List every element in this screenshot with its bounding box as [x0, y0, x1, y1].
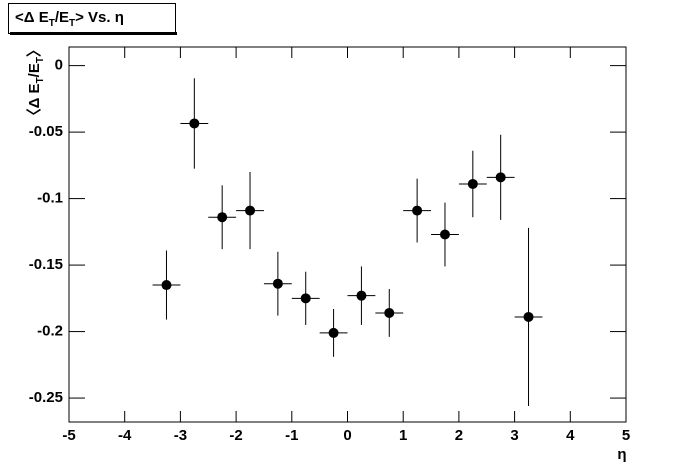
subscript: T: [69, 18, 75, 29]
data-point: [439, 229, 450, 240]
text-part: > Vs. η: [75, 9, 124, 26]
x-tick-label: -1: [285, 427, 298, 444]
y-tick-label: -0.25: [29, 389, 63, 406]
title-shadow: [10, 32, 177, 35]
data-point: [245, 205, 256, 216]
data-point: [384, 307, 395, 318]
text-part: <Δ E: [15, 9, 49, 26]
x-tick-label: -2: [229, 427, 242, 444]
text-part: 〉: [25, 42, 43, 57]
data-point: [161, 280, 172, 291]
x-tick-label: -3: [174, 427, 187, 444]
y-tick-label: 0: [55, 57, 63, 74]
subscript: T: [49, 18, 55, 29]
y-tick-label: -0.2: [37, 323, 63, 340]
x-tick-label: -4: [118, 427, 132, 444]
data-point: [523, 311, 534, 322]
x-tick-label: 2: [455, 427, 463, 444]
x-tick-label: -5: [62, 427, 75, 444]
y-axis-label: 〈Δ ET/ET〉: [25, 42, 46, 123]
text-part: 〈Δ E: [25, 83, 43, 123]
x-tick-label: 0: [343, 427, 351, 444]
data-point: [328, 327, 339, 338]
x-tick-label: 5: [622, 427, 630, 444]
data-point: [467, 178, 478, 189]
data-point: [412, 205, 423, 216]
x-tick-label: 1: [399, 427, 407, 444]
y-tick-label: -0.1: [37, 190, 63, 207]
data-point: [189, 118, 200, 129]
data-point: [356, 290, 367, 301]
data-point: [272, 278, 283, 289]
x-tick-label: 3: [510, 427, 518, 444]
chart-title: <Δ ET/ET> Vs. η: [15, 9, 124, 29]
y-tick-label: -0.05: [29, 123, 63, 140]
x-axis-label: η: [617, 446, 626, 463]
x-tick-label: 4: [566, 427, 575, 444]
data-point: [300, 293, 311, 304]
text-part: /E: [26, 63, 43, 77]
data-point: [217, 212, 228, 223]
subscript: T: [35, 77, 46, 83]
y-tick-label: -0.15: [29, 256, 63, 273]
text-part: /E: [55, 9, 69, 26]
subscript: T: [35, 57, 46, 63]
data-point: [495, 172, 506, 183]
